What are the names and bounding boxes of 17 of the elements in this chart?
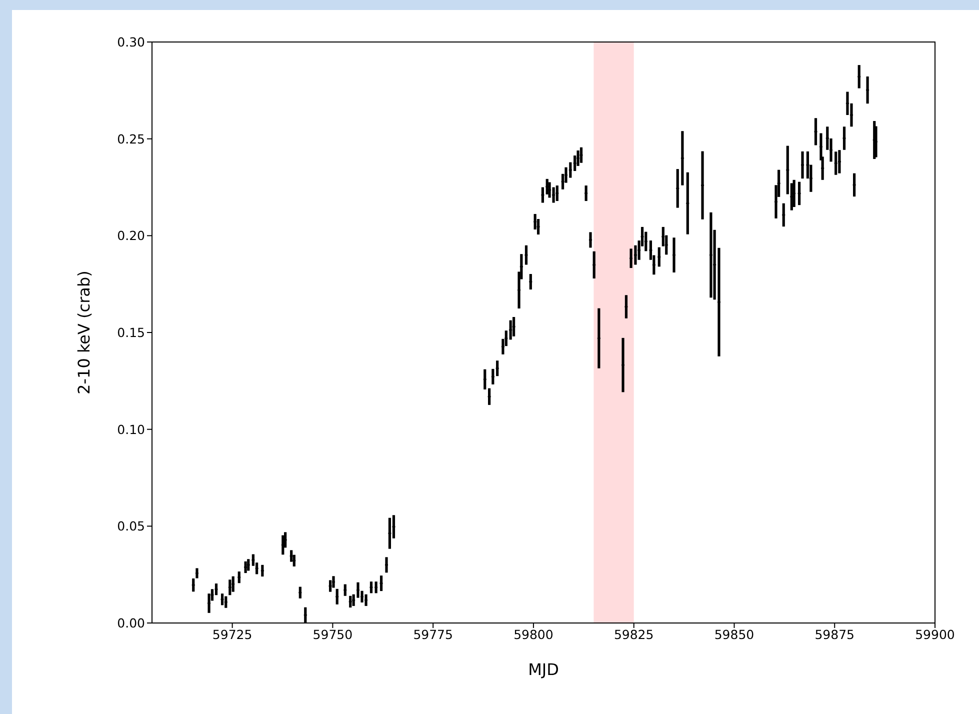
y-axis-title: 2-10 keV (crab) bbox=[74, 270, 94, 394]
y-tick-label: 0.10 bbox=[117, 422, 146, 437]
y-tick-label: 0.25 bbox=[117, 131, 145, 146]
y-tick-label: 0.05 bbox=[117, 518, 145, 534]
x-tick-label: 59775 bbox=[413, 626, 453, 642]
x-tick-label: 59800 bbox=[514, 626, 554, 642]
y-tick-label: 0.00 bbox=[117, 615, 146, 630]
x-tick-label: 59850 bbox=[714, 626, 754, 642]
y-tick-label: 0.20 bbox=[117, 228, 146, 244]
y-tick-label: 0.15 bbox=[117, 324, 145, 340]
x-axis-title: MJD bbox=[528, 660, 559, 679]
x-tick-label: 59875 bbox=[814, 626, 854, 642]
x-tick-label: 59725 bbox=[212, 626, 252, 642]
x-tick-label: 59900 bbox=[915, 626, 955, 642]
x-tick-label: 59750 bbox=[312, 626, 353, 642]
y-tick-label: 0.30 bbox=[117, 34, 146, 50]
x-tick-label: 59825 bbox=[614, 626, 654, 642]
